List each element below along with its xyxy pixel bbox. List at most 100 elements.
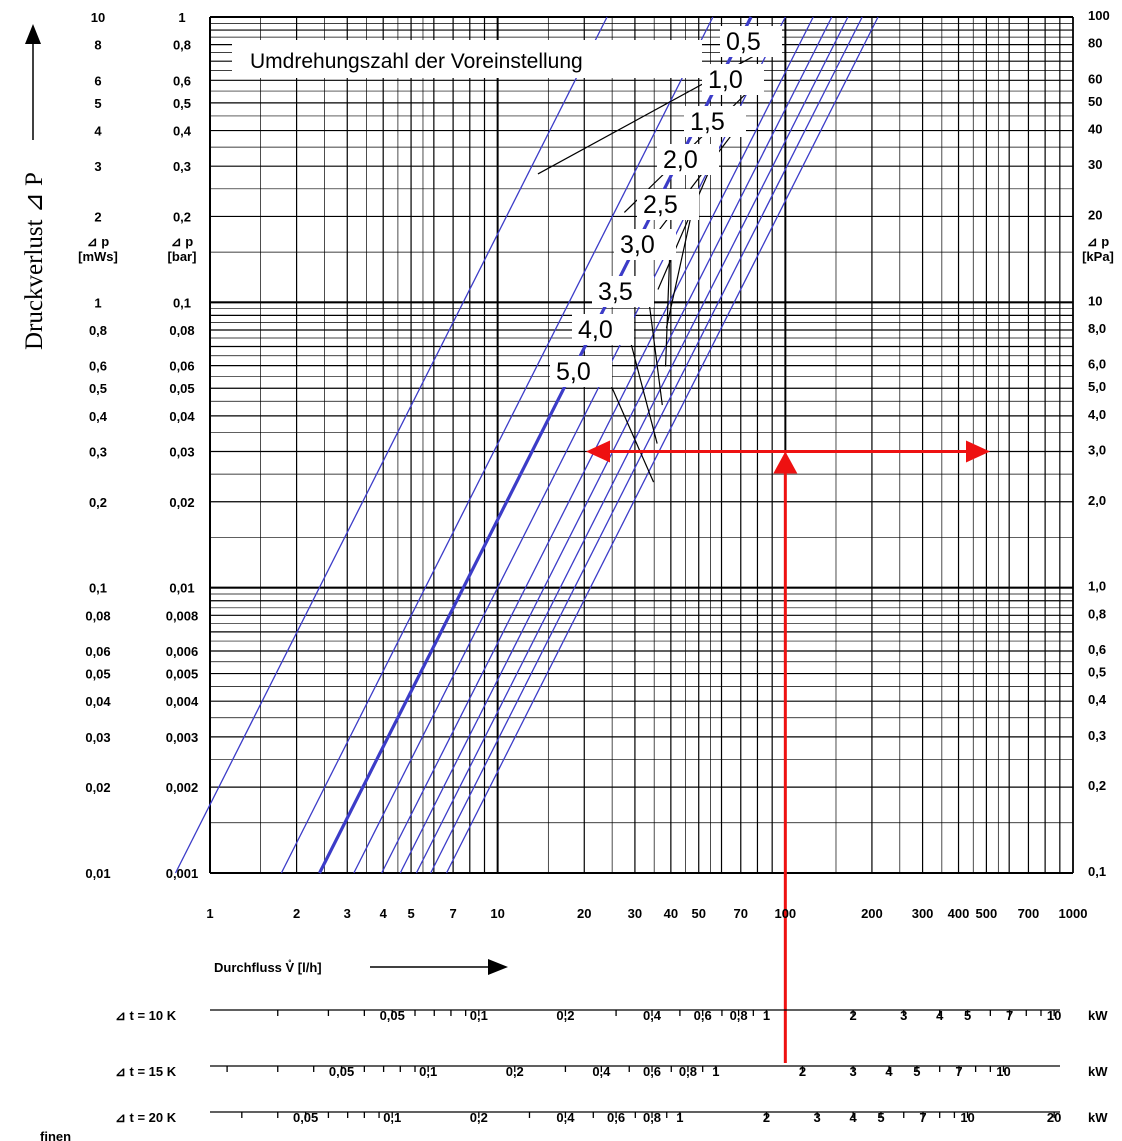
y-tick-kpa: 10 [1088, 293, 1102, 308]
y-unit-kpa-top: ⊿ p [1087, 234, 1110, 249]
y-tick-kpa: 1,0 [1088, 579, 1106, 594]
power-scale-label: ⊿ t = 15 K [115, 1064, 177, 1079]
x-tick: 400 [948, 906, 970, 921]
y-tick-kpa: 5,0 [1088, 379, 1106, 394]
leader-line [665, 206, 694, 329]
power-tick-label: 20 [1047, 1110, 1061, 1125]
power-scale-unit: kW [1088, 1064, 1108, 1079]
y-tick-mws: 6 [94, 73, 101, 88]
y-tick-mws: 0,01 [85, 866, 110, 881]
series-label-bg [550, 356, 612, 387]
y-tick-mws: 0,8 [89, 323, 107, 338]
y-tick-kpa: 4,0 [1088, 407, 1106, 422]
power-tick-label: 0,1 [419, 1064, 437, 1079]
title-bg [232, 40, 702, 78]
series-line-4-0 [430, 16, 863, 874]
power-tick-label: 3 [849, 1064, 856, 1079]
leader-line [647, 293, 663, 406]
y-tick-mws: 0,05 [85, 667, 110, 682]
y-tick-bar: 0,06 [169, 359, 194, 374]
y-tick-kpa: 0,3 [1088, 728, 1106, 743]
power-tick-label: 0,4 [643, 1008, 662, 1023]
power-tick-label: 4 [885, 1064, 893, 1079]
series-label-bg [572, 314, 634, 345]
series-line-3-0 [399, 16, 833, 874]
y-unit-bar-top: ⊿ p [171, 234, 194, 249]
series-line-2-0 [353, 16, 786, 874]
y-tick-bar: 0,3 [173, 159, 191, 174]
x-tick: 300 [912, 906, 934, 921]
y-tick-kpa: 0,5 [1088, 665, 1106, 680]
y-tick-kpa: 50 [1088, 94, 1102, 109]
power-tick-label: 0,1 [470, 1008, 488, 1023]
y-tick-bar: 0,1 [173, 295, 191, 310]
y-tick-mws: 0,3 [89, 445, 107, 460]
y-tick-mws: 0,06 [85, 644, 110, 659]
power-tick-label: 1 [712, 1064, 719, 1079]
y-tick-bar: 0,5 [173, 96, 191, 111]
power-tick-label: 7 [919, 1110, 926, 1125]
y-tick-mws: 0,1 [89, 581, 107, 596]
y-tick-bar: 1 [178, 10, 185, 25]
y-tick-bar: 0,08 [169, 323, 194, 338]
x-tick: 1000 [1059, 906, 1088, 921]
y-tick-mws: 0,4 [89, 409, 108, 424]
y-tick-mws: 0,5 [89, 381, 107, 396]
series-label-3-5: 3,5 [598, 278, 633, 306]
power-tick-label: 5 [877, 1110, 884, 1125]
footer-fragment: finen [40, 1129, 71, 1141]
series-label-1-0: 1,0 [708, 66, 743, 94]
leader-line [657, 161, 714, 290]
y-tick-bar: 0,02 [169, 495, 194, 510]
y-tick-kpa: 40 [1088, 122, 1102, 137]
series-label-4-0: 4,0 [578, 316, 613, 344]
y-unit-kpa-bottom: [kPa] [1082, 249, 1114, 264]
series-line-2-5 [381, 16, 814, 874]
y-tick-bar: 0,8 [173, 38, 191, 53]
power-tick-label: 0,6 [607, 1110, 625, 1125]
series-label-5-0: 5,0 [556, 358, 591, 386]
y-tick-mws: 2 [94, 209, 101, 224]
power-tick-label: 0,4 [592, 1064, 611, 1079]
y-tick-kpa: 0,4 [1088, 692, 1107, 707]
y-tick-bar: 0,03 [169, 445, 194, 460]
series-line-0-5 [174, 16, 608, 874]
y-tick-mws: 0,6 [89, 359, 107, 374]
y-tick-kpa: 0,2 [1088, 778, 1106, 793]
series-label-2-0: 2,0 [663, 146, 698, 174]
y-tick-kpa: 100 [1088, 8, 1110, 23]
series-label-bg [614, 229, 676, 260]
y-tick-kpa: 80 [1088, 36, 1102, 51]
example-arrow-right [966, 440, 990, 463]
series-label-0-5: 0,5 [726, 28, 761, 56]
power-tick-label: 10 [960, 1110, 974, 1125]
x-tick: 200 [861, 906, 883, 921]
series-label-bg [720, 26, 782, 57]
leader-line [627, 331, 658, 444]
series-label-bg [657, 144, 719, 175]
power-tick-label: 10 [1047, 1008, 1061, 1023]
x-axis-label: Durchfluss V̊ [l/h] [214, 960, 322, 975]
power-tick-label: 0,05 [380, 1008, 405, 1023]
y-tick-bar: 0,001 [166, 866, 199, 881]
x-label-arrowhead [488, 959, 508, 975]
x-tick: 5 [407, 906, 414, 921]
y-tick-kpa: 0,1 [1088, 864, 1106, 879]
y-tick-kpa: 0,6 [1088, 642, 1106, 657]
series-line-3-5 [415, 16, 849, 874]
power-scale-label: ⊿ t = 10 K [115, 1008, 177, 1023]
power-scale-label: ⊿ t = 20 K [115, 1110, 177, 1125]
y-tick-bar: 0,005 [166, 667, 199, 682]
series-label-3-0: 3,0 [620, 231, 655, 259]
x-tick: 50 [692, 906, 706, 921]
y-tick-mws: 0,08 [85, 608, 110, 623]
y-unit-mws-bottom: [mWs] [78, 249, 118, 264]
power-tick-label: 5 [913, 1064, 920, 1079]
x-tick: 70 [734, 906, 748, 921]
x-tick: 500 [976, 906, 998, 921]
y-tick-bar: 0,004 [166, 694, 199, 709]
y-tick-mws: 10 [91, 10, 105, 25]
power-tick-label: 7 [955, 1064, 962, 1079]
power-scale-unit: kW [1088, 1008, 1108, 1023]
y-tick-bar: 0,006 [166, 644, 199, 659]
